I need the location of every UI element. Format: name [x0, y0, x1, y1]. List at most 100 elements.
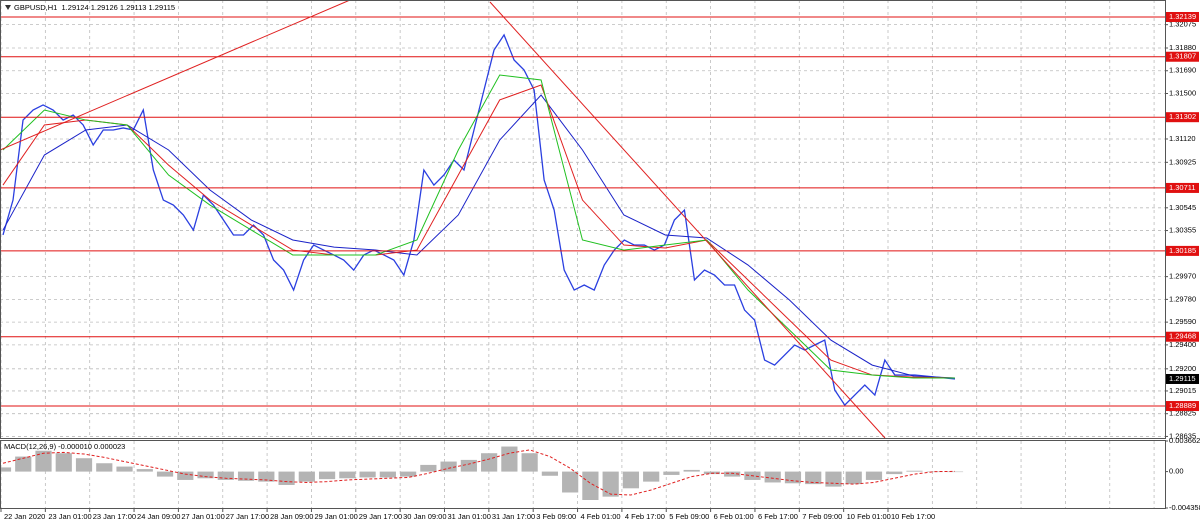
histogram-bar	[96, 463, 113, 472]
histogram-bar	[258, 471, 275, 482]
histogram-bar	[116, 466, 133, 472]
x-tick-label: 31 Jan 01:00	[448, 512, 491, 521]
histogram-bar	[825, 471, 842, 487]
y-tick-label: 1.29590	[1169, 317, 1196, 326]
marks	[0, 16, 1165, 500]
histogram-bar	[420, 464, 437, 472]
x-tick-label: 4 Feb 01:00	[581, 512, 621, 521]
histogram-bar	[400, 471, 417, 477]
last-price-label: 1.29115	[1169, 374, 1196, 383]
macd-frame	[0, 440, 1166, 509]
x-tick-label: 23 Jan 01:00	[48, 512, 91, 521]
chart-title: GBPUSD,H1 1.29124 1.29126 1.29113 1.2911…	[14, 3, 175, 12]
y-tick-label: -0.004358	[1169, 503, 1200, 512]
histogram-bar	[440, 461, 457, 472]
y-tick-label: 1.31500	[1169, 88, 1196, 97]
x-tick-label: 27 Jan 01:00	[181, 512, 224, 521]
y-tick-label: 1.30925	[1169, 157, 1196, 166]
x-tick-label: 7 Feb 09:00	[802, 512, 842, 521]
x-tick-label: 6 Feb 01:00	[714, 512, 754, 521]
histogram-bar	[460, 459, 477, 472]
y-tick-label: 1.29400	[1169, 340, 1196, 349]
level-tag	[1166, 11, 1199, 22]
level-label: 1.30711	[1169, 183, 1196, 192]
x-tick-label: 31 Jan 17:00	[492, 512, 535, 521]
y-tick-label: 1.29970	[1169, 272, 1196, 281]
histogram-bar	[582, 471, 599, 500]
histogram-bar	[521, 453, 538, 472]
y-tick-label: 1.28825	[1169, 409, 1196, 418]
level-label: 1.30185	[1169, 246, 1196, 255]
level-label: 1.32139	[1169, 12, 1196, 21]
histogram-bar	[55, 453, 72, 472]
level-tag	[1166, 401, 1199, 412]
trend-line	[0, 0, 351, 151]
histogram-bar	[359, 471, 376, 478]
y-tick-label: 1.31120	[1169, 134, 1196, 143]
histogram-bar	[541, 471, 558, 476]
y-tick-label: 1.31880	[1169, 43, 1196, 52]
histogram-bar	[35, 450, 52, 472]
histogram-bar	[784, 471, 802, 484]
histogram-bar	[622, 471, 640, 489]
x-tick-label: 10 Feb 01:00	[847, 512, 891, 521]
series-line	[2, 449, 956, 496]
histogram-bar	[379, 471, 396, 478]
symbol-icon	[5, 5, 11, 10]
y-tick-label: 0.00	[1169, 467, 1184, 476]
y-tick-label: 1.29200	[1169, 364, 1196, 373]
series-line	[2, 84, 956, 379]
level-label: 1.28889	[1169, 401, 1196, 410]
histogram-bar	[643, 471, 660, 482]
histogram-bar	[217, 471, 234, 480]
x-tick-label: 30 Jan 09:00	[403, 512, 446, 521]
x-tick-label: 27 Jan 17:00	[226, 512, 269, 521]
histogram-bar	[237, 471, 255, 481]
histogram-bar	[886, 471, 903, 475]
level-tag	[1166, 245, 1199, 256]
y-tick-label: 1.29780	[1169, 294, 1196, 303]
histogram-bar	[805, 471, 822, 485]
histogram-bar	[75, 458, 93, 472]
series-line	[2, 94, 956, 379]
histogram-bar	[683, 469, 700, 472]
histogram-bar	[602, 471, 619, 497]
histogram-bar	[764, 471, 781, 483]
histogram-bar	[845, 471, 862, 485]
histogram-bar	[724, 471, 741, 477]
level-tag	[1166, 51, 1199, 62]
x-tick-label: 29 Jan 17:00	[359, 512, 402, 521]
y-tick-label: 1.31690	[1169, 66, 1196, 75]
histogram-bar	[177, 471, 194, 480]
macd-title: MACD(12,26,9) -0.000010 0.000023	[4, 442, 125, 451]
y-tick-label: 1.30355	[1169, 226, 1196, 235]
level-label: 1.31807	[1169, 52, 1196, 61]
axis: 22 Jan 2020 23 Jan 01:00 23 Jan 17:00 24 Ja…	[0, 11, 1200, 521]
histogram-bar	[663, 471, 680, 475]
price-frame	[0, 0, 1166, 439]
level-label: 1.31302	[1169, 112, 1196, 121]
y-tick-label: 0.003662	[1169, 436, 1200, 445]
histogram-bar	[136, 469, 153, 472]
histogram-bar	[481, 453, 498, 472]
histogram-bar	[865, 471, 883, 480]
x-tick-label: 22 Jan 2020	[4, 512, 45, 521]
y-tick-label: 1.28635	[1169, 431, 1196, 440]
y-tick-label: 1.29015	[1169, 386, 1196, 395]
x-tick-label: 5 Feb 09:00	[669, 512, 709, 521]
x-tick-label: 3 Feb 09:00	[536, 512, 576, 521]
x-tick-label: 24 Jan 09:00	[137, 512, 180, 521]
y-tick-label: 1.32075	[1169, 20, 1196, 29]
histogram-bar	[197, 471, 214, 479]
histogram-bar	[906, 470, 923, 472]
x-tick-label: 10 Feb 17:00	[891, 512, 935, 521]
histogram-bar	[278, 471, 295, 485]
x-tick-label: 23 Jan 17:00	[93, 512, 136, 521]
grid	[0, 0, 1165, 508]
x-tick-label: 6 Feb 17:00	[758, 512, 798, 521]
y-tick-label: 1.30545	[1169, 203, 1196, 212]
histogram-bar	[339, 471, 356, 479]
level-label: 1.29468	[1169, 332, 1196, 341]
